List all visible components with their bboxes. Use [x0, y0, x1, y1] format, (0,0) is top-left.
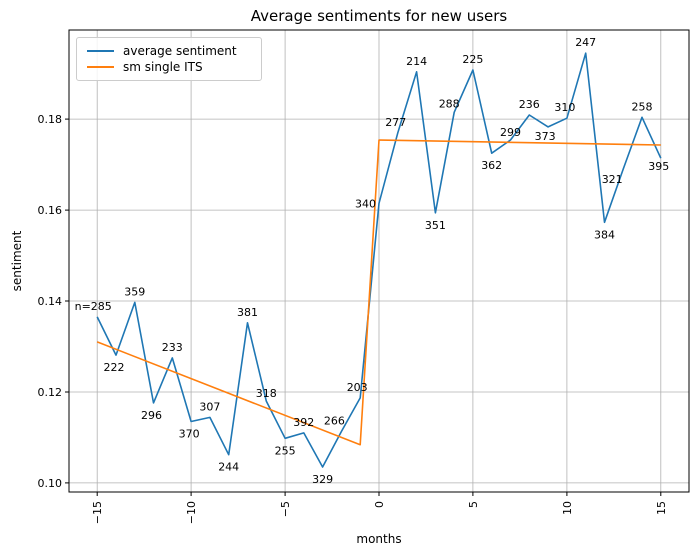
- point-label: 384: [594, 228, 615, 241]
- legend-line-swatch-orange: [87, 66, 114, 68]
- point-label: 296: [141, 409, 162, 422]
- x-tick-label: −5: [279, 501, 292, 517]
- y-tick-label: 0.12: [38, 386, 63, 399]
- point-label: 247: [575, 36, 596, 49]
- point-label: 351: [425, 219, 446, 232]
- point-label: 277: [385, 116, 406, 129]
- point-label: 266: [324, 415, 345, 428]
- point-label: 310: [554, 101, 575, 114]
- point-label: 359: [124, 285, 145, 298]
- legend-label: sm single ITS: [123, 60, 203, 74]
- point-label: 255: [275, 444, 296, 457]
- point-label: 299: [500, 126, 521, 139]
- legend-label: average sentiment: [123, 44, 237, 58]
- point-label: 244: [218, 461, 239, 474]
- point-label: 225: [462, 53, 483, 66]
- point-label: 236: [519, 98, 540, 111]
- series-line-sm-single-its: [96, 139, 661, 446]
- y-tick-label: 0.10: [38, 477, 63, 490]
- point-label: 395: [648, 160, 669, 173]
- legend-line-swatch-blue: [87, 50, 114, 52]
- point-label: 222: [104, 361, 125, 374]
- point-label: 373: [535, 130, 556, 143]
- x-tick-label: 5: [467, 501, 480, 508]
- point-label: 288: [439, 97, 460, 110]
- point-label: 214: [406, 55, 427, 68]
- series-line-average-sentiment: [96, 52, 662, 468]
- legend-item-sm-single-its: sm single ITS: [87, 59, 251, 75]
- point-label: 370: [179, 428, 200, 441]
- y-tick-label: 0.18: [38, 113, 63, 126]
- x-tick-label: −10: [185, 501, 198, 524]
- y-tick-label: 0.16: [38, 204, 63, 217]
- x-axis-label: months: [356, 532, 402, 546]
- point-label: 362: [481, 159, 502, 172]
- chart-title: Average sentiments for new users: [250, 7, 508, 25]
- point-label: 203: [347, 381, 368, 394]
- point-label: 233: [162, 341, 183, 354]
- y-tick-label: 0.14: [38, 295, 63, 308]
- legend-item-average-sentiment: average sentiment: [87, 43, 251, 59]
- point-label: 321: [602, 173, 623, 186]
- point-label: 392: [293, 416, 314, 429]
- x-tick-label: 0: [373, 501, 386, 508]
- point-label: 318: [256, 387, 277, 400]
- x-tick-label: 15: [655, 501, 668, 515]
- point-label: 307: [199, 400, 220, 413]
- point-label: 329: [312, 473, 333, 486]
- point-label: 340: [355, 197, 376, 210]
- point-label: 381: [237, 306, 258, 319]
- x-tick-label: −15: [91, 501, 104, 524]
- x-tick-label: 10: [561, 501, 574, 515]
- legend: average sentiment sm single ITS: [76, 37, 262, 81]
- y-axis-label: sentiment: [10, 230, 24, 292]
- point-label: 258: [632, 100, 653, 113]
- point-label: n=285: [75, 300, 112, 313]
